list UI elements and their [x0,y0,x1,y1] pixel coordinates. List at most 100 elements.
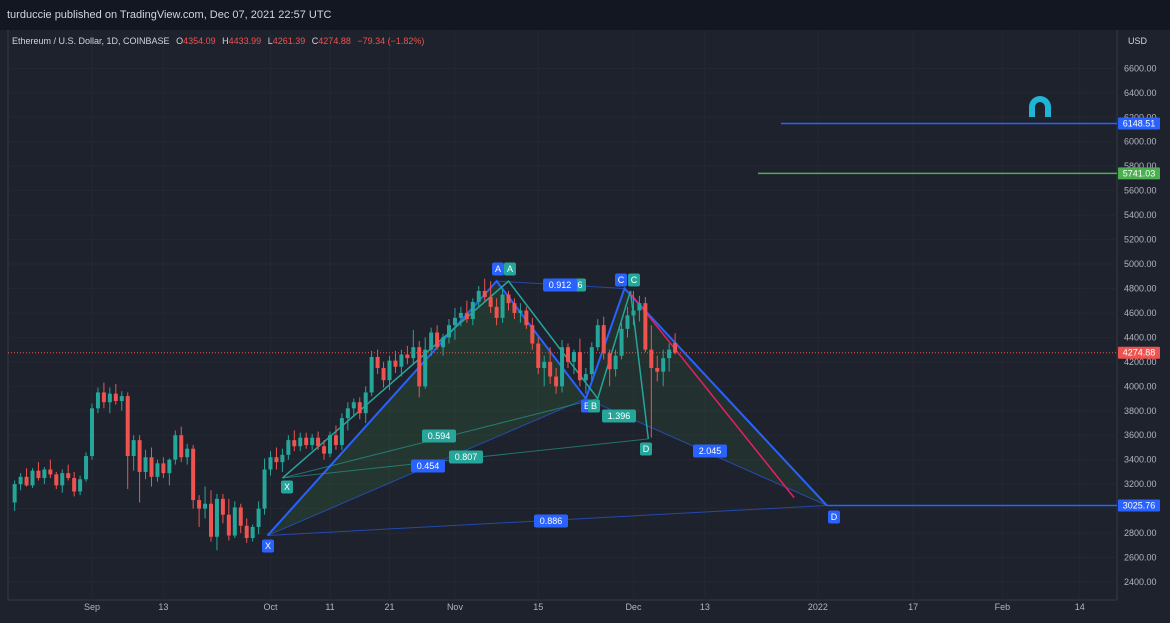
ratio-bd-blue-box [693,444,727,458]
point-d-blue: D [831,512,838,522]
close-key: C [311,36,319,46]
candle-body [12,484,17,503]
candle-body [530,325,535,344]
ratio-ac-blue: 0.912 [549,280,572,290]
currency-label[interactable]: USD [1128,36,1148,46]
price-tick-label: 3400.00 [1124,455,1157,465]
point-c-teal: C [631,275,638,285]
candle-body [482,290,487,298]
open-value: 4354.09 [183,36,216,46]
open-key: O [176,36,184,46]
candle-body [137,440,142,472]
candle-body [42,469,47,479]
candle-body [429,332,434,350]
point-c-teal-box [628,273,640,287]
time-tick-label: Sep [84,602,100,612]
time-axis[interactable]: Sep 13 Oct 11 21 Nov 15 Dec 13 2022 17 Feb 14 [84,602,1085,612]
candle-body [18,476,23,485]
time-tick-label: 2022 [808,602,828,612]
candle-body [131,440,136,457]
candle-body [24,476,29,486]
high-key: H [222,36,229,46]
point-x-teal: X [284,482,290,492]
candle-body [322,446,327,454]
publisher-text: turduccie published on TradingView.com, … [7,9,332,21]
candle-body [417,347,422,387]
candle-body [238,507,243,526]
candle-body [554,376,559,387]
candle-body [375,356,380,368]
publisher-bar: turduccie published on TradingView.com, … [0,0,1170,30]
candle-body [619,328,624,356]
price-tick-label: 2800.00 [1124,528,1157,538]
price-label-box [1118,346,1160,359]
chart-frame[interactable] [0,30,1170,623]
candle-body [36,470,41,479]
candle-body [583,374,588,381]
candle-body [405,354,410,359]
candle-body [566,347,570,362]
candle-body [363,392,368,414]
candle-body [476,290,481,302]
price-tick-label: 5400.00 [1124,210,1157,220]
candle-body [316,437,321,447]
candle-body [179,435,184,458]
candle-body [369,356,374,393]
candle-body [84,456,89,480]
projection-line [629,292,795,499]
ratio-ac-teal: 6 [577,280,582,290]
ratio-ac-blue-box [543,278,577,292]
point-c-blue: C [618,275,625,285]
price-label-box [1118,117,1160,130]
candle-body [506,294,511,304]
candle-body [631,310,636,316]
candle-body [464,312,469,320]
time-tick-label: 21 [384,602,394,612]
candle-body [54,474,59,486]
candle-body [595,325,600,348]
candle-body [441,337,446,348]
candle-body [435,332,440,348]
candle-body [143,457,148,472]
candle-body [518,310,523,313]
price-tick-label: 5000.00 [1124,259,1157,269]
ratio-xb-blue-box [411,459,445,473]
candle-body [411,347,416,359]
magnet-icon[interactable] [1029,96,1051,117]
price-tick-label: 6000.00 [1124,137,1157,147]
candle-body [345,408,350,419]
candle-body [167,459,172,474]
candle-body [304,437,309,446]
candle-body [101,392,106,403]
candle-body [500,294,505,318]
price-label-text: 3025.76 [1123,500,1156,510]
candle-body [661,358,666,372]
candle-body [447,325,451,338]
point-a-teal-box [504,262,516,276]
time-tick-label: Dec [625,602,642,612]
candle-body [286,440,291,455]
pattern-fill-xab [267,281,586,536]
ratio-xb-teal-box [422,429,456,443]
candle-body [399,354,404,367]
candle-body [458,312,463,318]
candle-body [191,448,196,501]
harmonic-patterns [266,122,1117,537]
candle-body [643,303,648,350]
price-tick-label: 2400.00 [1124,577,1157,587]
close-value: 4274.88 [318,36,351,46]
ratio-xd-teal-box [449,450,483,464]
candle-body [214,498,219,537]
price-tick-label: 4000.00 [1124,381,1157,391]
candle-body [161,463,166,474]
candle-body [560,347,565,387]
candle-body [601,325,606,354]
time-tick-label: 11 [325,602,334,612]
price-axis[interactable]: 2400.002600.002800.003000.003200.003400.… [1118,63,1160,587]
point-d-teal: D [643,444,650,454]
price-tick-label: 2600.00 [1124,553,1157,563]
change-value: −79.34 (−1.82%) [357,36,425,46]
candle-body [95,392,100,409]
candle-body [542,361,547,368]
